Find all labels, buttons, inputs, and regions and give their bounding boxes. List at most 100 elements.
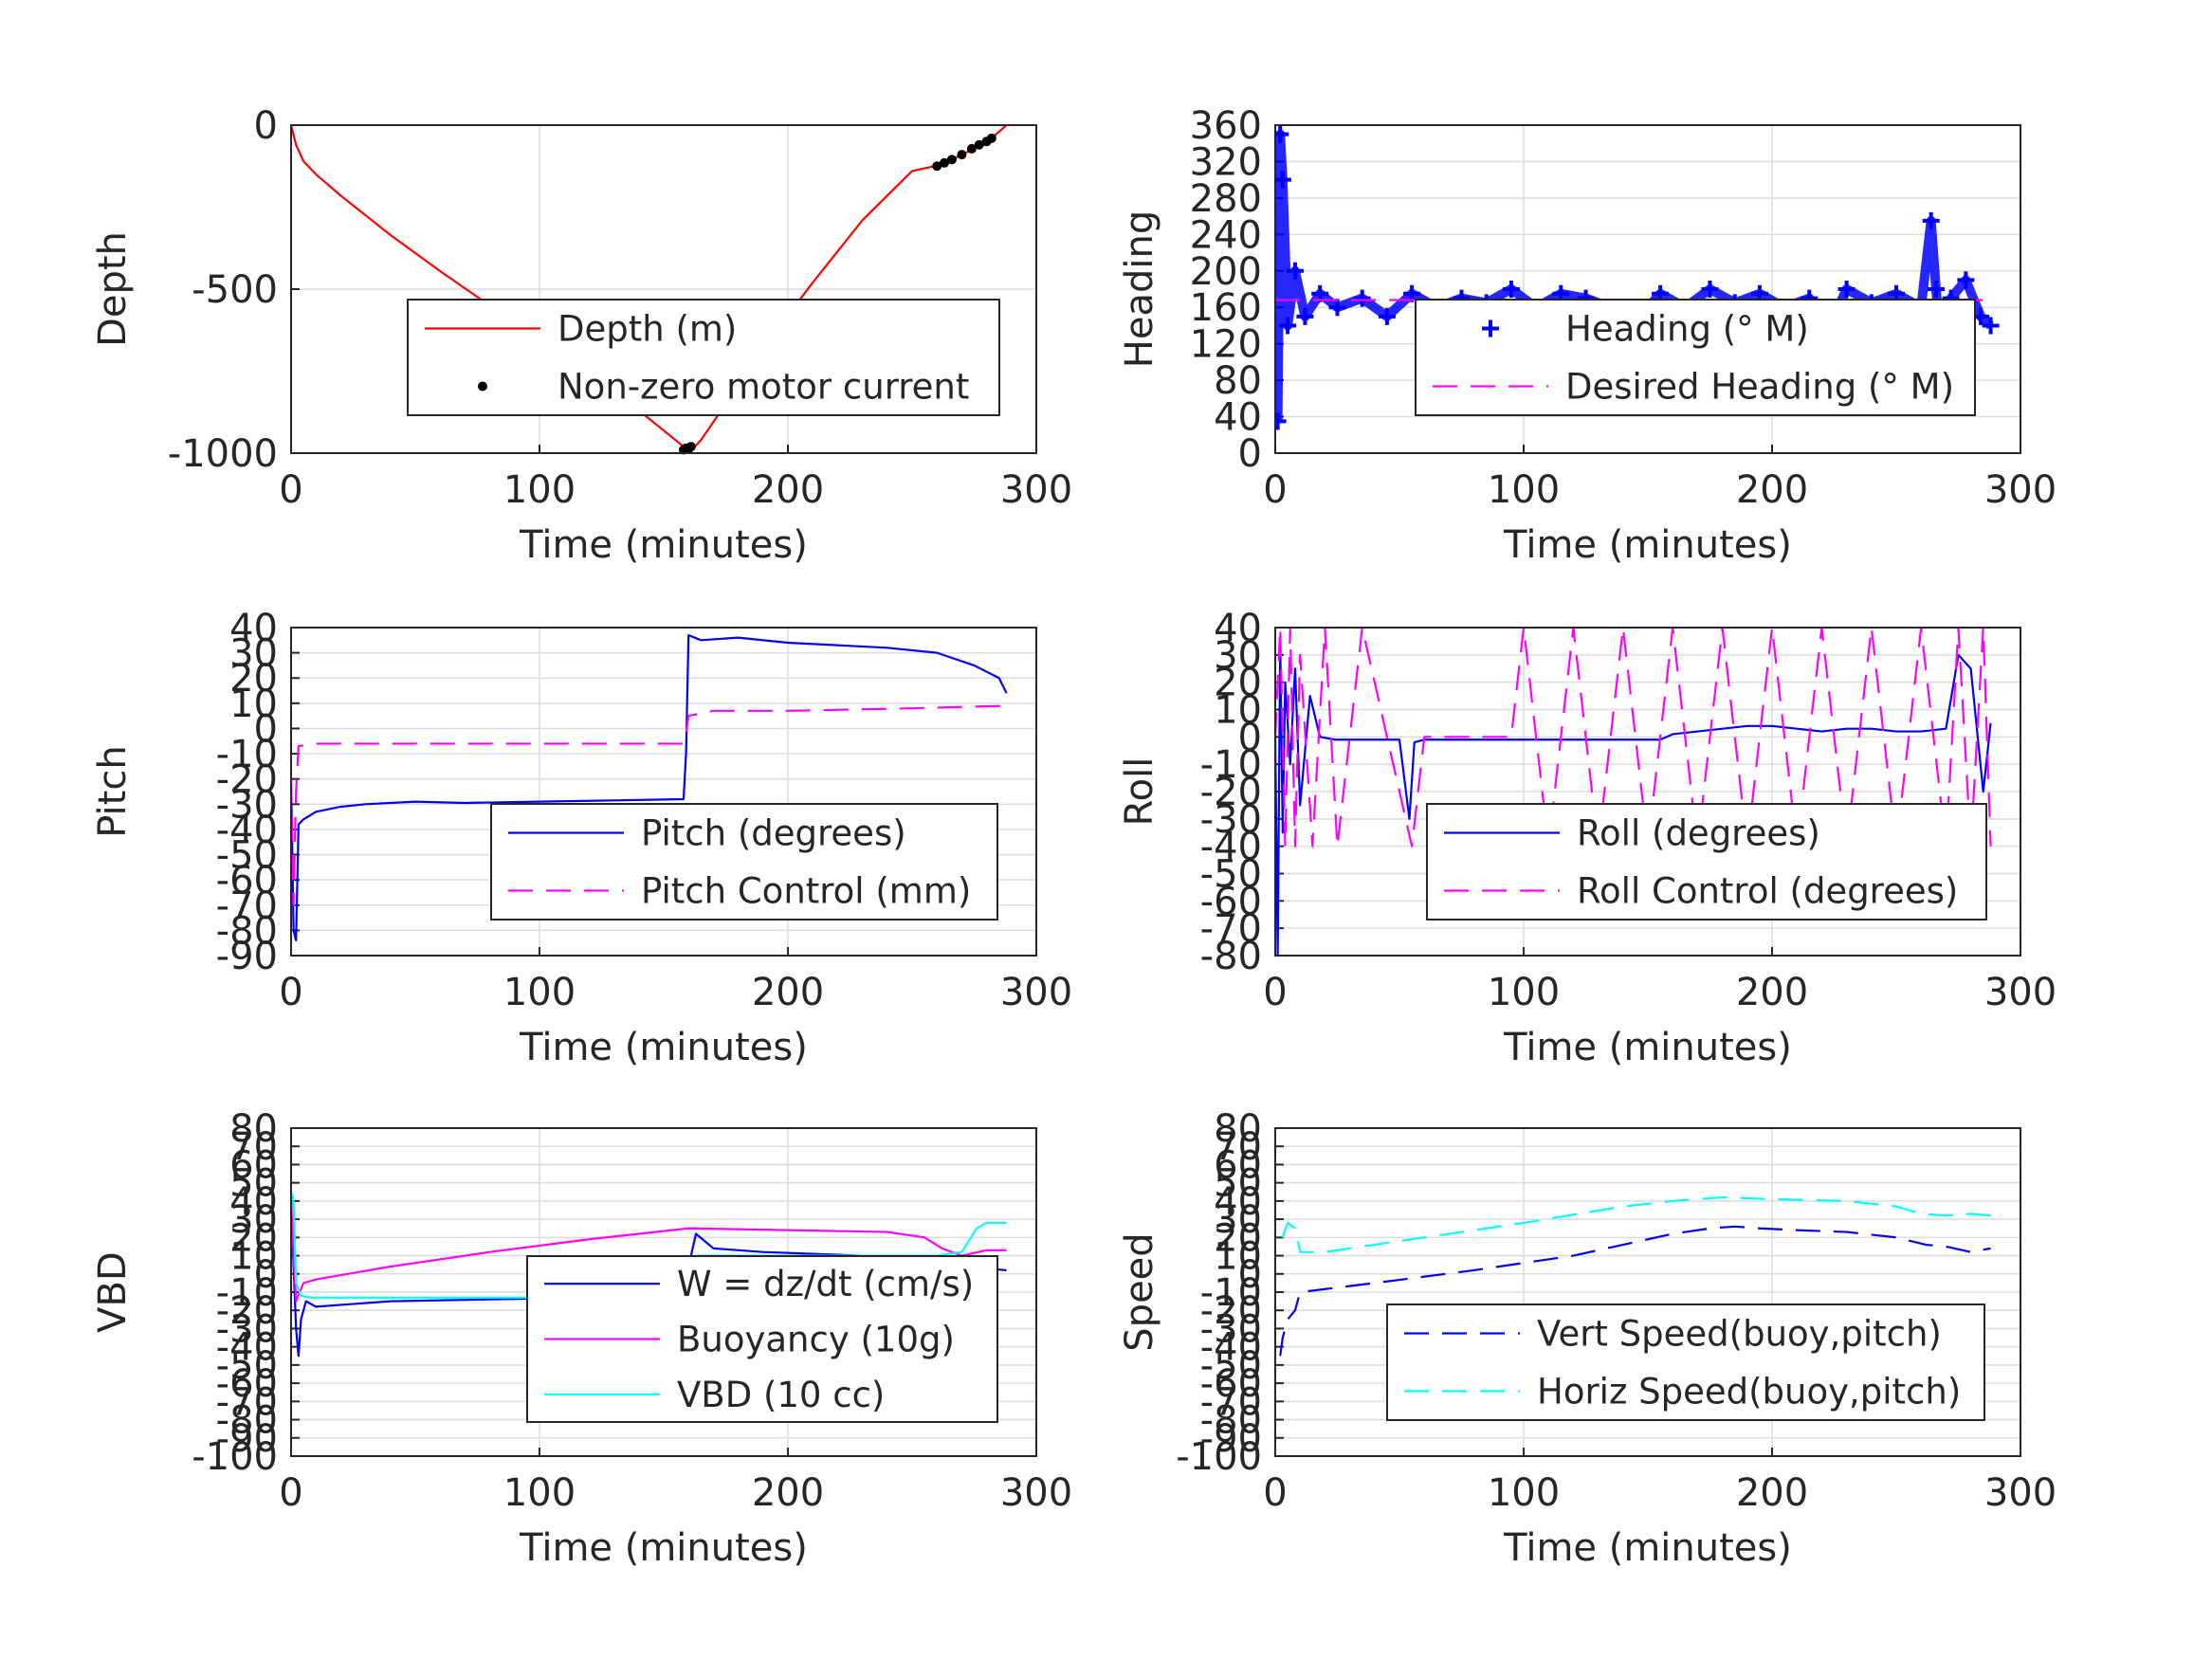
axes-frame <box>290 1127 1037 1457</box>
legend-label: VBD (10 cc) <box>677 1375 885 1415</box>
y-tick-label: 0 <box>254 104 278 148</box>
y-tick-label: 10 <box>1214 689 1262 733</box>
series-markers <box>678 133 996 455</box>
legend: Roll (degrees) Roll Control (degrees) <box>1426 803 1987 921</box>
x-tick-label: 200 <box>752 971 824 1014</box>
y-tick-label: -1000 <box>168 432 278 476</box>
x-tick-label: 200 <box>752 468 824 512</box>
y-tick-label: -80 <box>216 1399 278 1443</box>
y-tick-label: 70 <box>1214 1125 1262 1169</box>
panel-depth: -1000 -500 0 0 100 200 300 Time (minutes) Depth D… <box>91 104 1072 567</box>
y-tick-label: -20 <box>216 1289 278 1333</box>
x-tick-label: 200 <box>1736 468 1808 512</box>
panel-vbd: -100-90-80-70-60-50-40-30-20-10010203040… <box>91 1107 1072 1570</box>
y-tick-label: -90 <box>216 935 278 978</box>
data-point <box>946 155 957 165</box>
y-tick-label: 20 <box>229 657 278 701</box>
x-tick-label: 100 <box>1488 468 1560 512</box>
data-point <box>966 143 977 154</box>
axes-frame <box>1274 1127 2021 1457</box>
y-axis-label: Heading <box>1118 210 1161 368</box>
series-line <box>291 633 1008 942</box>
x-tick-label: 0 <box>1263 971 1287 1014</box>
x-tick-label: 300 <box>1984 468 2057 512</box>
y-tick-label: -500 <box>192 268 278 312</box>
y-tick-label: 160 <box>1190 286 1262 330</box>
x-axis-label: Time (minutes) <box>1503 1526 1792 1570</box>
y-tick-label: -30 <box>216 1307 278 1351</box>
legend-box <box>407 299 1000 416</box>
x-tick-label: 300 <box>1984 1471 2057 1515</box>
legend-label: Depth (m) <box>558 309 737 350</box>
y-tick-label: 30 <box>229 1198 278 1242</box>
legend: Depth (m) Non-zero motor current <box>407 299 1000 416</box>
y-tick-label: -100 <box>192 1435 278 1479</box>
x-tick-label: 300 <box>1000 1471 1072 1515</box>
y-tick-label: 40 <box>229 1180 278 1224</box>
y-tick-label: -40 <box>216 809 278 852</box>
y-tick-label: -70 <box>216 1380 278 1424</box>
series-line <box>1275 640 1992 957</box>
y-tick-label: 120 <box>1190 323 1262 367</box>
y-tick-label: -60 <box>1200 880 1262 923</box>
axes-frame <box>1274 627 2021 957</box>
x-axis-label: Time (minutes) <box>519 523 808 567</box>
y-tick-label: -30 <box>1200 1307 1262 1351</box>
y-tick-label: -10 <box>216 1271 278 1315</box>
legend-label: W = dz/dt (cm/s) <box>677 1264 974 1304</box>
y-tick-label: -70 <box>216 884 278 928</box>
y-tick-label: -60 <box>216 859 278 902</box>
data-point <box>986 133 996 143</box>
y-tick-label: -70 <box>1200 1380 1262 1424</box>
y-tick-label: -60 <box>1200 1362 1262 1406</box>
y-tick-label: 80 <box>1214 1107 1262 1151</box>
legend-label: Pitch Control (mm) <box>641 871 971 912</box>
x-tick-label: 100 <box>1488 971 1560 1014</box>
x-tick-label: 200 <box>1736 971 1808 1014</box>
legend: W = dz/dt (cm/s) Buoyancy (10g) VBD (10 cc… <box>526 1255 998 1423</box>
x-tick-label: 100 <box>503 1471 576 1515</box>
legend-label: Desired Heading (° M) <box>1565 367 1954 408</box>
data-point <box>974 139 984 150</box>
y-tick-label: 60 <box>229 1143 278 1187</box>
y-tick-label: -10 <box>1200 743 1262 787</box>
y-tick-label: -70 <box>1200 907 1262 951</box>
y-tick-label: -40 <box>216 1326 278 1370</box>
legend-box <box>1386 1304 1985 1421</box>
x-tick-label: 100 <box>1488 1471 1560 1515</box>
x-axis-label: Time (minutes) <box>519 1526 808 1570</box>
y-tick-label: -20 <box>1200 1289 1262 1333</box>
x-tick-label: 0 <box>1263 468 1287 512</box>
y-tick-label: -80 <box>1200 1399 1262 1443</box>
x-tick-label: 200 <box>752 1471 824 1515</box>
legend: Pitch (degrees) Pitch Control (mm) <box>490 803 998 921</box>
axes-frame <box>1274 124 2021 454</box>
data-point <box>686 442 696 452</box>
y-tick-label: 60 <box>1214 1143 1262 1187</box>
series-line <box>1279 1225 1991 1357</box>
y-tick-label: 360 <box>1190 104 1262 148</box>
y-tick-label: 0 <box>1238 1253 1262 1297</box>
y-tick-label: 40 <box>229 607 278 650</box>
series-layer <box>1279 1195 1991 1357</box>
y-tick-label: 50 <box>1214 1162 1262 1206</box>
y-tick-label: 30 <box>1214 634 1262 678</box>
y-tick-label: -80 <box>216 909 278 953</box>
y-tick-label: 10 <box>229 1235 278 1279</box>
y-tick-label: 0 <box>1238 432 1262 476</box>
y-tick-label: -50 <box>216 834 278 878</box>
y-tick-label: -60 <box>216 1362 278 1406</box>
axes-frame <box>290 627 1037 957</box>
y-tick-label: 20 <box>1214 1216 1262 1260</box>
x-tick-label: 0 <box>279 971 302 1014</box>
y-tick-label: 280 <box>1190 177 1262 221</box>
y-tick-label: 0 <box>1238 716 1262 759</box>
y-tick-label: -50 <box>1200 1344 1262 1388</box>
y-tick-label: 30 <box>1214 1198 1262 1242</box>
series-layer <box>291 633 1008 942</box>
data-point <box>940 157 950 168</box>
x-tick-label: 300 <box>1000 971 1072 1014</box>
y-tick-label: -50 <box>216 1344 278 1388</box>
data-point <box>932 161 942 172</box>
